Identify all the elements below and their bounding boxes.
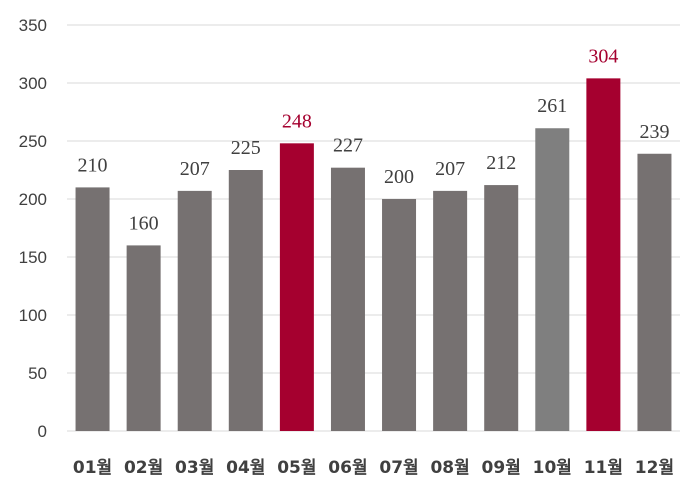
- data-label: 248: [282, 110, 312, 132]
- y-tick-label: 350: [19, 16, 47, 35]
- x-tick-label: 08월: [430, 458, 469, 478]
- x-tick-label: 02월: [124, 458, 163, 478]
- bar: [637, 153, 672, 431]
- x-tick-label: 01월: [73, 458, 112, 478]
- x-tick-label: 05월: [277, 458, 316, 478]
- x-tick-label: 11월: [584, 458, 623, 478]
- bar: [228, 170, 263, 431]
- bar: [279, 143, 314, 431]
- data-label: 212: [486, 152, 516, 174]
- bar: [330, 167, 365, 431]
- data-labels: 210 160 207 225 248 227 200 207 212 261 304 239: [78, 45, 670, 234]
- y-tick-label: 0: [38, 422, 47, 441]
- data-label: 225: [231, 137, 261, 159]
- x-tick-label: 09월: [482, 458, 521, 478]
- bar: [433, 190, 468, 431]
- y-tick-label: 200: [19, 190, 47, 209]
- data-label: 261: [537, 95, 567, 117]
- bar: [177, 190, 212, 431]
- x-tick-label: 12월: [635, 458, 674, 478]
- bar: [75, 187, 110, 431]
- bar: [484, 185, 519, 431]
- bar: [535, 128, 570, 432]
- x-tick-label: 07월: [379, 458, 418, 478]
- data-label: 304: [588, 45, 618, 67]
- x-axis-ticks: 01월 02월 03월 04월 05월 06월 07월 08월 09월 10월 11월 12월: [73, 458, 674, 478]
- data-label: 207: [180, 158, 210, 180]
- data-label: 227: [333, 135, 363, 157]
- x-tick-label: 10월: [533, 458, 572, 478]
- y-axis-ticks: 0 50 100 150 200 250 300 350: [19, 16, 47, 441]
- gridlines: [67, 24, 680, 432]
- y-tick-label: 100: [19, 306, 47, 325]
- bar: [382, 199, 417, 431]
- bars: [75, 78, 672, 432]
- data-label: 210: [78, 154, 108, 176]
- data-label: 160: [129, 212, 159, 234]
- data-label: 207: [435, 158, 465, 180]
- data-label: 239: [639, 121, 669, 143]
- bar: [126, 245, 161, 431]
- bar: [586, 78, 621, 432]
- data-label: 200: [384, 166, 414, 188]
- x-tick-label: 04월: [226, 458, 265, 478]
- x-tick-label: 03월: [175, 458, 214, 478]
- y-tick-label: 300: [19, 74, 47, 93]
- y-tick-label: 50: [28, 364, 47, 383]
- x-tick-label: 06월: [328, 458, 367, 478]
- y-tick-label: 150: [19, 248, 47, 267]
- y-tick-label: 250: [19, 132, 47, 151]
